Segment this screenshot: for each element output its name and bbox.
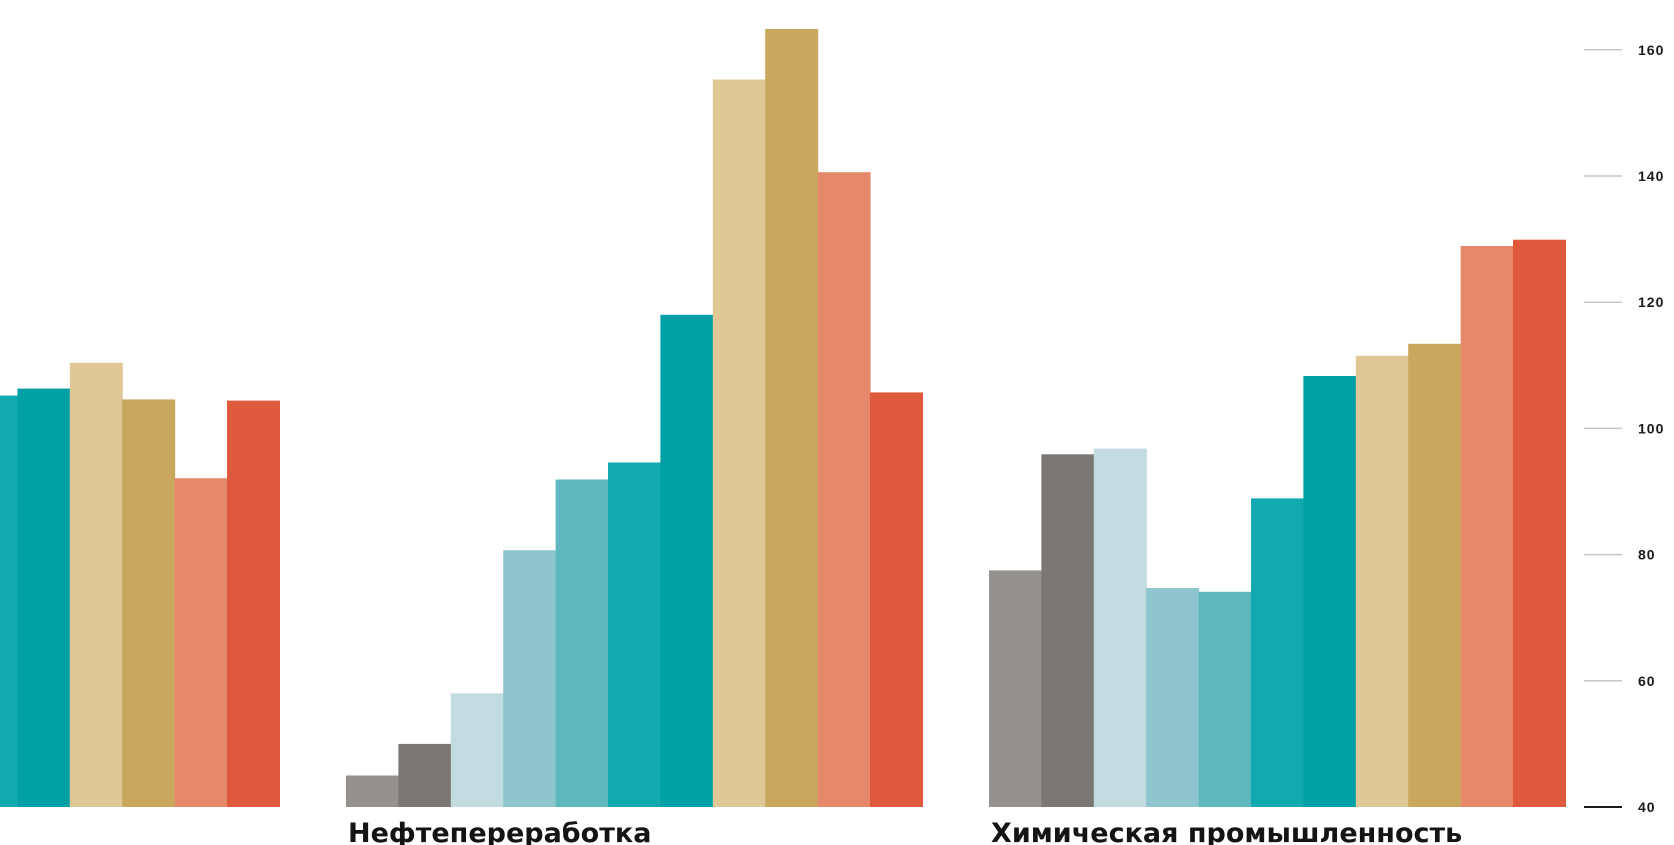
bar: [17, 388, 71, 807]
bar: [765, 29, 819, 807]
group-labels: Нефтепереработка Химическая промышленност…: [348, 818, 1462, 845]
bar: [1093, 448, 1147, 807]
bar: [1460, 246, 1514, 807]
group-label: Нефтепереработка: [348, 818, 651, 845]
bar: [660, 314, 714, 807]
y-tick-label: 100: [1638, 420, 1664, 436]
bar: [174, 478, 228, 807]
y-tick-label: 160: [1638, 42, 1664, 58]
bar-group-3: [989, 239, 1566, 807]
bar: [555, 479, 609, 807]
bar: [1355, 355, 1409, 807]
group-label: Химическая промышленность: [991, 818, 1462, 845]
bar: [1303, 376, 1357, 807]
y-tick-label: 140: [1638, 168, 1664, 184]
bar: [450, 693, 504, 807]
bar: [122, 399, 176, 807]
bar: [1146, 588, 1200, 807]
bar: [1408, 343, 1462, 807]
bar: [712, 79, 766, 807]
bar: [1041, 454, 1095, 807]
bar: [503, 550, 557, 807]
y-tick-label: 40: [1638, 799, 1656, 815]
bar: [398, 743, 452, 807]
bar-group-2: [346, 29, 923, 807]
y-tick-label: 120: [1638, 294, 1664, 310]
bar: [870, 392, 923, 807]
bar: [69, 362, 123, 807]
bars-layer: [0, 29, 1566, 807]
bar: [1251, 498, 1304, 807]
bar: [817, 172, 871, 807]
bar: [1513, 239, 1566, 807]
y-tick-label: 80: [1638, 547, 1656, 563]
bar-group-1: [0, 362, 280, 807]
bar: [608, 462, 661, 807]
y-axis: 40 60 80 100 120 140 160: [1584, 42, 1664, 815]
bar: [1198, 591, 1252, 807]
bar: [989, 570, 1042, 807]
bar: [346, 775, 399, 807]
bar: [0, 395, 18, 807]
bar: [227, 400, 280, 807]
y-tick-label: 60: [1638, 673, 1656, 689]
